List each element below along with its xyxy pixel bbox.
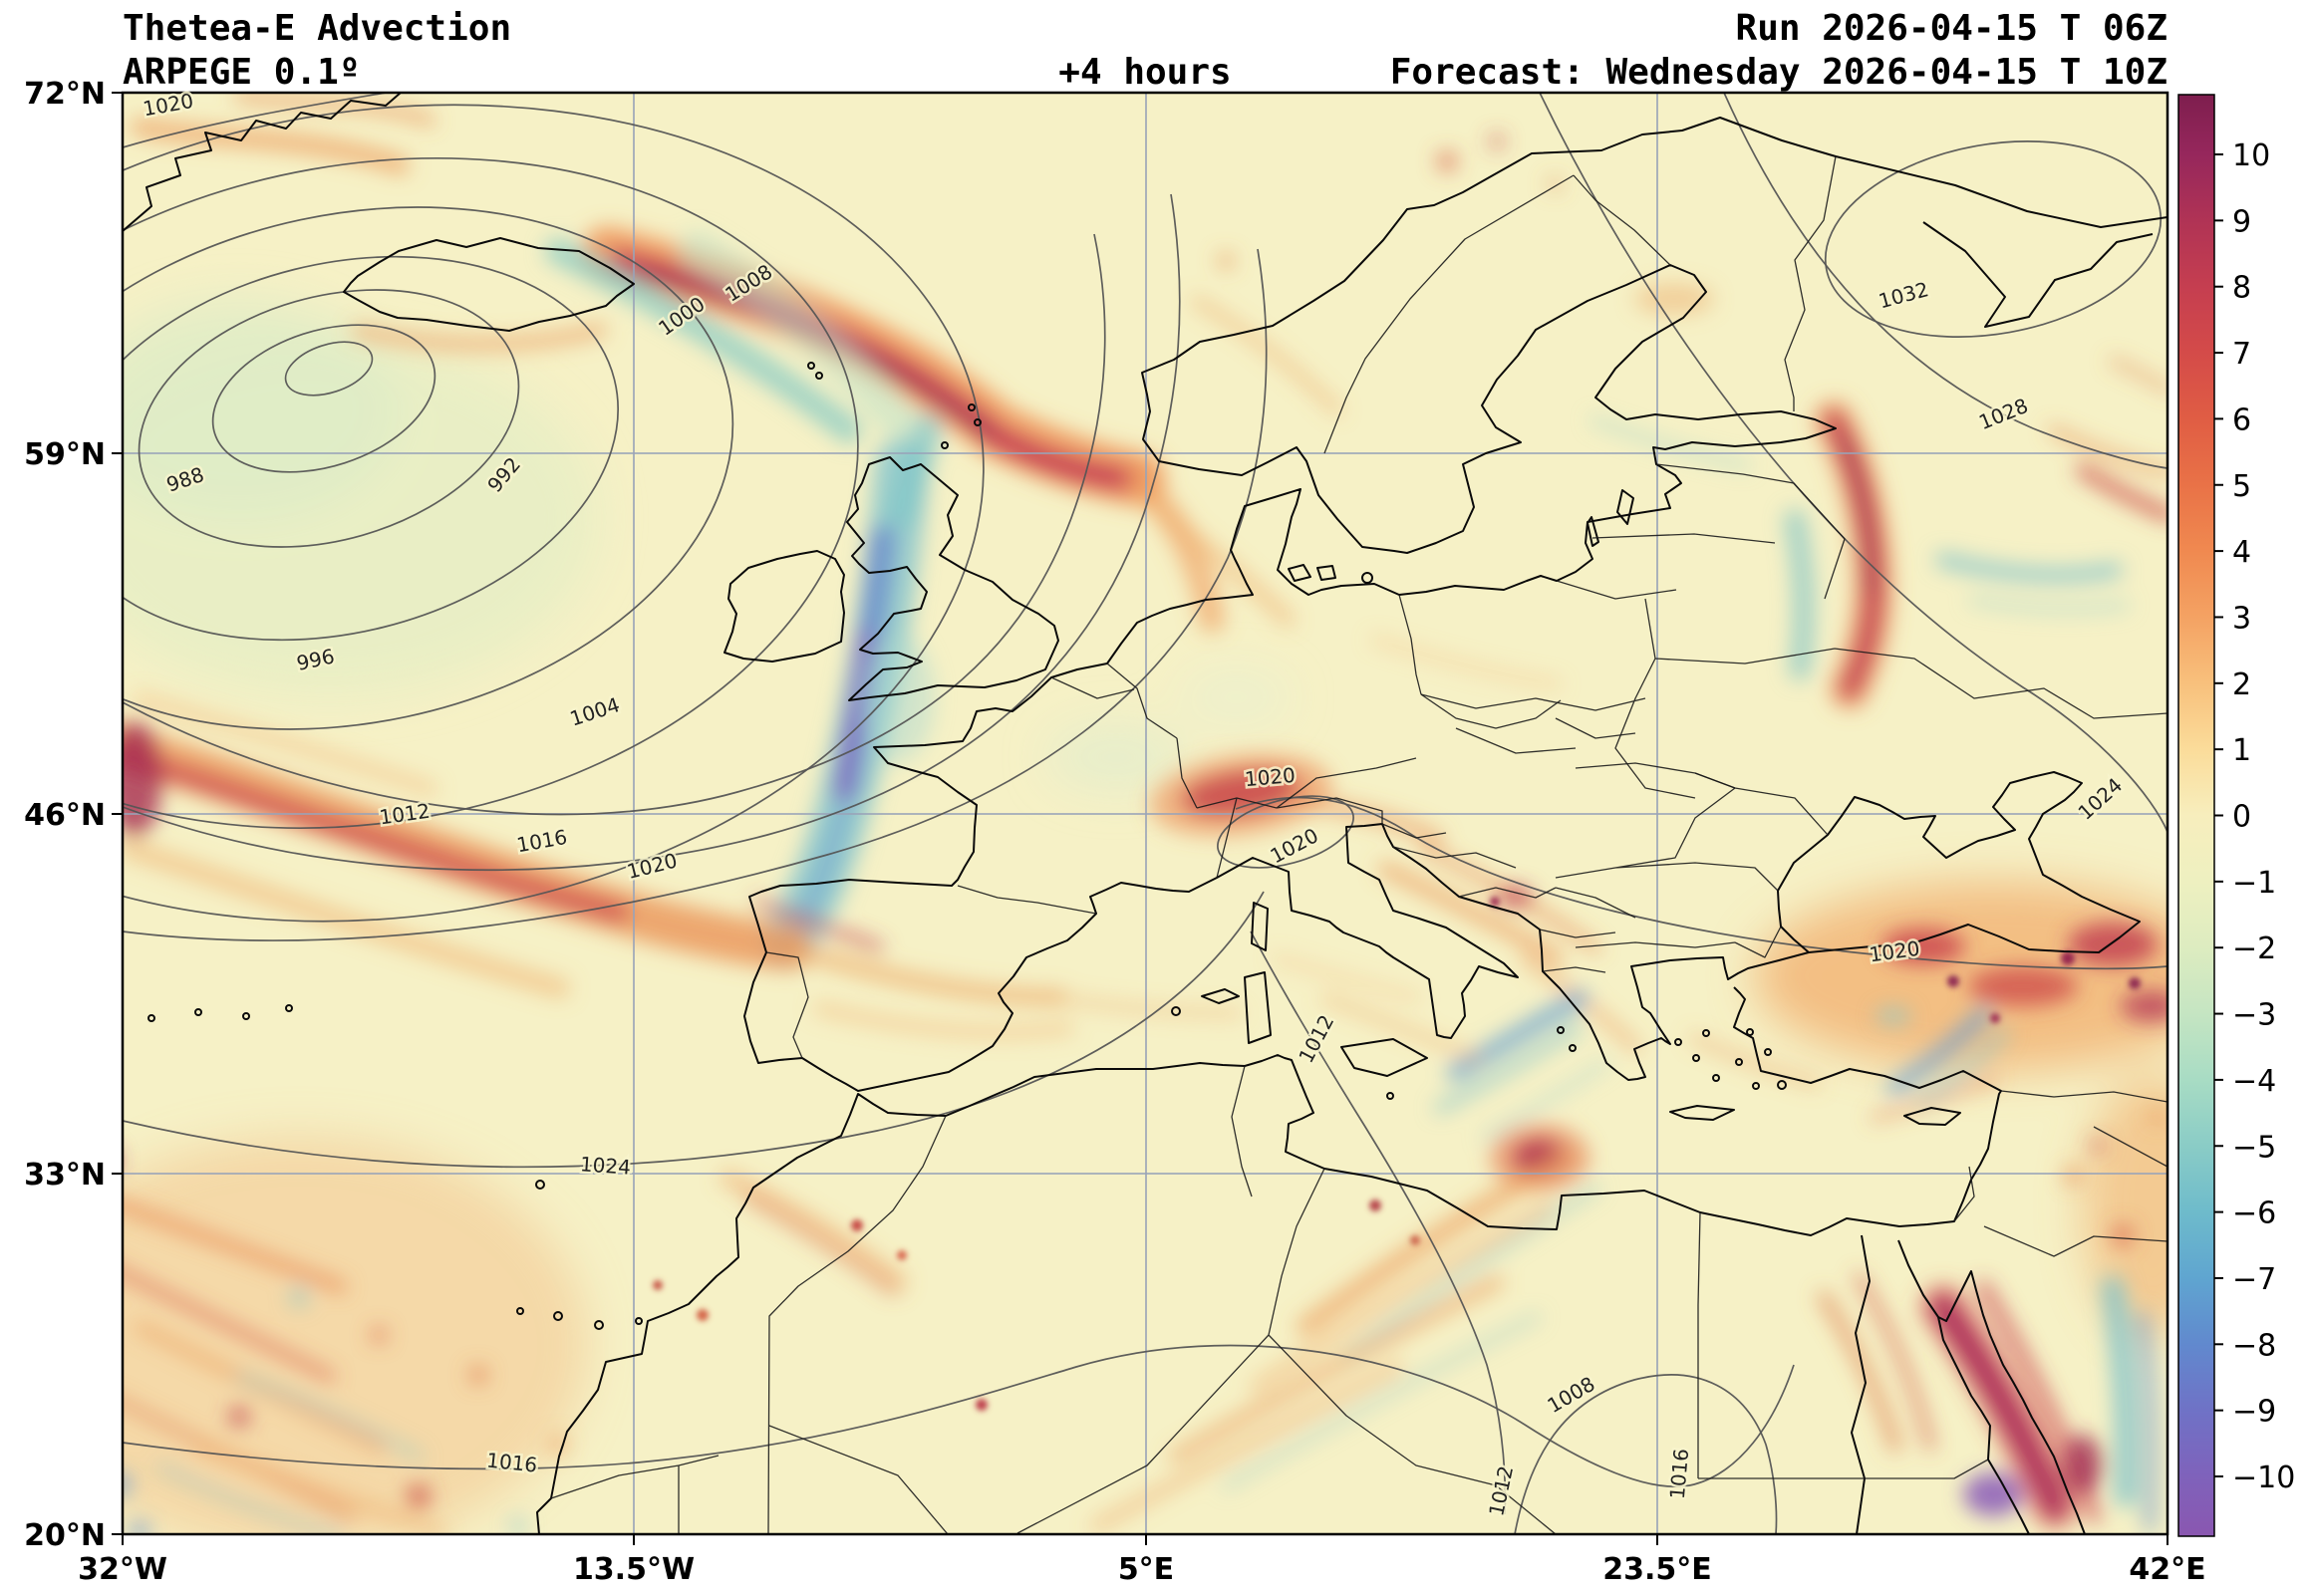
isobar-label: 1024 bbox=[579, 1152, 631, 1179]
island-mallorca bbox=[1201, 988, 1240, 1004]
colorbar-tick-label: 5 bbox=[2232, 469, 2251, 504]
small-islands bbox=[147, 362, 1787, 1330]
x-axis-tick-label: 23.5°E bbox=[1602, 1552, 1712, 1587]
colorbar-tick-label: −1 bbox=[2232, 866, 2276, 901]
colorbar-tick-label: 8 bbox=[2232, 271, 2251, 306]
island-crete bbox=[1669, 1105, 1735, 1121]
colorbar-tick-label: 10 bbox=[2232, 138, 2270, 173]
island-gotland bbox=[1587, 489, 1634, 547]
coastline-iceland bbox=[343, 237, 635, 332]
map-plot-area bbox=[123, 93, 2168, 1534]
lead-time-label: +4 hours bbox=[1058, 52, 1232, 93]
isobar-label: 1012 bbox=[378, 799, 432, 830]
isobar-layer bbox=[123, 93, 2168, 1534]
colorbar-tick-label: 4 bbox=[2232, 535, 2251, 570]
coastline-redsea bbox=[1897, 1239, 2086, 1534]
colorbar-tick-label: −7 bbox=[2232, 1262, 2276, 1297]
y-axis-tick-label: 20°N bbox=[24, 1518, 106, 1553]
colorbar-tick-label: −3 bbox=[2232, 998, 2276, 1033]
colorbar-gradient bbox=[2177, 94, 2215, 1537]
x-axis-tick-label: 42°E bbox=[2129, 1552, 2205, 1587]
forecast-label: Forecast: Wednesday 2026-04-15 T 10Z bbox=[1389, 52, 2168, 93]
chart-title: Thetea-E Advection bbox=[123, 8, 512, 49]
coastline-ireland bbox=[723, 550, 845, 663]
x-axis-tick-label: 13.5°W bbox=[573, 1552, 695, 1587]
colorbar-tick-label: 7 bbox=[2232, 337, 2251, 372]
coastline-britain bbox=[846, 456, 1059, 701]
colorbar-tick-label: −4 bbox=[2232, 1064, 2276, 1099]
y-axis-tick-label: 46°N bbox=[24, 798, 106, 833]
island-sardinia bbox=[1244, 971, 1272, 1044]
y-axis-tick-label: 59°N bbox=[24, 437, 106, 472]
colorbar-tick-label: −2 bbox=[2232, 931, 2276, 966]
isobar-label: 1016 bbox=[1665, 1448, 1693, 1500]
y-axis-tick-label: 33°N bbox=[24, 1158, 106, 1193]
x-axis-tick-label: 5°E bbox=[1118, 1552, 1174, 1587]
colorbar-tick-label: −8 bbox=[2232, 1328, 2276, 1363]
colorbar-tick-label: 0 bbox=[2232, 800, 2251, 835]
axis-layer: 72°N 59°N 46°N 33°N 20°N32°W 13.5°W 5°E 23.5°E 4… bbox=[24, 77, 2205, 1587]
colorbar-tick-label: −10 bbox=[2232, 1461, 2295, 1495]
colorbar-tick-label: 9 bbox=[2232, 204, 2251, 239]
colorbar-tick-label: 1 bbox=[2232, 733, 2251, 768]
coastline-layer bbox=[123, 93, 2168, 1534]
coastline-greenland bbox=[123, 93, 402, 232]
coastline-continental bbox=[743, 117, 2168, 1092]
island-cyprus bbox=[1903, 1107, 1961, 1126]
colorbar-tick-label: −5 bbox=[2232, 1130, 2276, 1165]
colorbar-tick-label: 2 bbox=[2232, 667, 2251, 702]
colorbar-tick-label: 3 bbox=[2232, 601, 2251, 636]
country-border-layer bbox=[550, 155, 2168, 1534]
island-zealand bbox=[1288, 564, 1336, 582]
coastline-blacksea bbox=[1777, 771, 2141, 953]
isobar-label: 1020 bbox=[1244, 763, 1297, 791]
colorbar-tick-label: 6 bbox=[2232, 402, 2251, 437]
run-label: Run 2026-04-15 T 06Z bbox=[1735, 8, 2168, 49]
gridlines-layer bbox=[123, 93, 2168, 1534]
island-sicily bbox=[1340, 1038, 1428, 1077]
advection-field-layer bbox=[123, 93, 2168, 1534]
island-corsica bbox=[1251, 902, 1269, 951]
colorbar-tick-label: −6 bbox=[2232, 1197, 2276, 1231]
model-label: ARPEGE 0.1º bbox=[123, 52, 361, 93]
coastline-whitesea bbox=[1922, 221, 2154, 328]
colorbar-tick-label: −9 bbox=[2232, 1395, 2276, 1430]
coastline-turkey-africa bbox=[536, 986, 2002, 1534]
y-axis-tick-label: 72°N bbox=[24, 77, 106, 112]
coastline-redsea-west bbox=[1937, 1316, 2030, 1534]
x-axis-tick-label: 32°W bbox=[78, 1552, 167, 1587]
